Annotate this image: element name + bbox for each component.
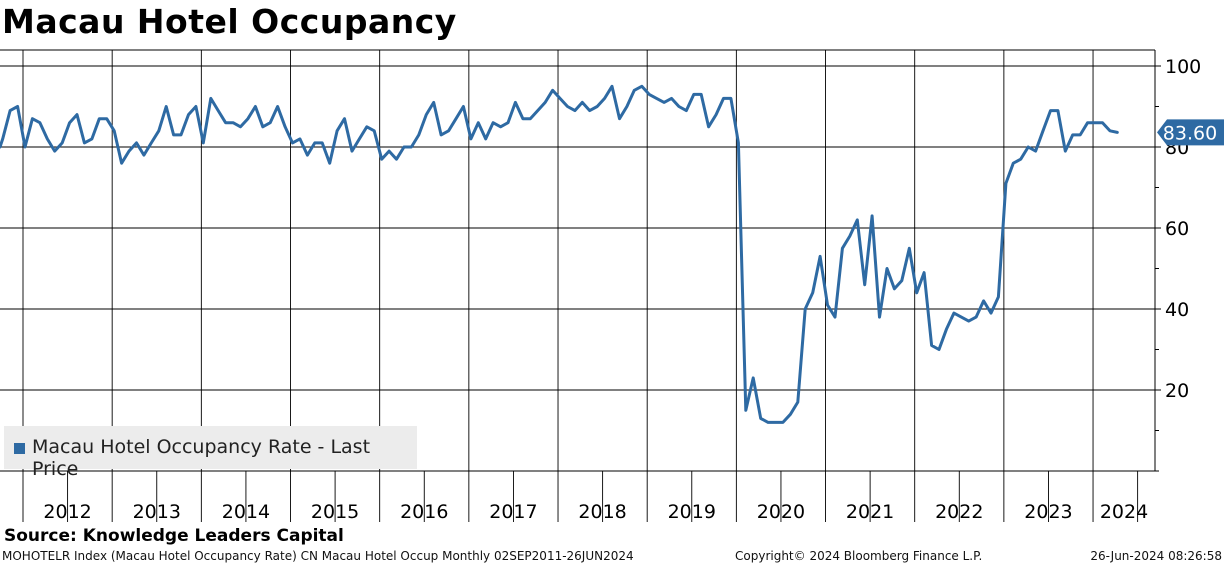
last-value-tag-shape bbox=[1157, 119, 1224, 146]
footer-copyright: Copyright© 2024 Bloomberg Finance L.P. bbox=[735, 549, 983, 563]
last-value-label: 83.60 bbox=[1163, 122, 1217, 144]
x-tick-label-2024: 2024 bbox=[1100, 501, 1148, 523]
source-note: Source: Knowledge Leaders Capital bbox=[4, 526, 344, 546]
x-tick-label-2018: 2018 bbox=[578, 501, 626, 523]
last-value-tag: 83.60 bbox=[1157, 119, 1224, 146]
legend-label: Macau Hotel Occupancy Rate - Last Price bbox=[32, 436, 371, 480]
x-tick-label-2014: 2014 bbox=[222, 501, 270, 523]
footer-index-info: MOHOTELR Index (Macau Hotel Occupancy Ra… bbox=[2, 549, 634, 563]
x-tick-label-2019: 2019 bbox=[668, 501, 716, 523]
x-tick-label-2017: 2017 bbox=[489, 501, 537, 523]
x-tick-label-2023: 2023 bbox=[1024, 501, 1072, 523]
legend-swatch bbox=[14, 443, 25, 454]
x-tick-label-2013: 2013 bbox=[133, 501, 181, 523]
x-tick-label-2022: 2022 bbox=[935, 501, 983, 523]
footer-timestamp: 26-Jun-2024 08:26:58 bbox=[1090, 549, 1222, 563]
x-tick-label-2021: 2021 bbox=[846, 501, 894, 523]
series-layer bbox=[0, 84, 1119, 424]
chart-title: Macau Hotel Occupancy bbox=[2, 2, 457, 41]
series-line-occupancy bbox=[0, 84, 1119, 424]
x-tick-label-2015: 2015 bbox=[311, 501, 359, 523]
footer: MOHOTELR Index (Macau Hotel Occupancy Ra… bbox=[2, 549, 1222, 565]
axis-layer bbox=[0, 49, 1161, 472]
y-tick-label-100: 100 bbox=[1165, 56, 1201, 78]
x-tick-label-2020: 2020 bbox=[757, 501, 805, 523]
y-tick-label-40: 40 bbox=[1165, 299, 1189, 321]
y-tick-label-60: 60 bbox=[1165, 218, 1189, 240]
legend: Macau Hotel Occupancy Rate - Last Price bbox=[4, 426, 417, 480]
x-tick-label-2012: 2012 bbox=[43, 501, 91, 523]
x-tick-label-2016: 2016 bbox=[400, 501, 448, 523]
y-tick-label-20: 20 bbox=[1165, 380, 1189, 402]
